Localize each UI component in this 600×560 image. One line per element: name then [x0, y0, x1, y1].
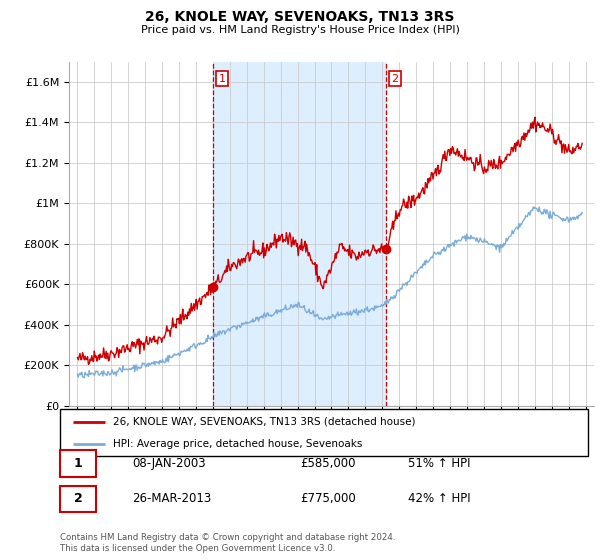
Text: 51% ↑ HPI: 51% ↑ HPI [408, 457, 470, 470]
Text: HPI: Average price, detached house, Sevenoaks: HPI: Average price, detached house, Seve… [113, 438, 362, 449]
Text: 42% ↑ HPI: 42% ↑ HPI [408, 492, 470, 506]
Text: 1: 1 [218, 74, 226, 83]
Text: Contains HM Land Registry data © Crown copyright and database right 2024.
This d: Contains HM Land Registry data © Crown c… [60, 533, 395, 553]
Text: 2: 2 [74, 492, 82, 506]
Text: 2: 2 [391, 74, 398, 83]
Text: £775,000: £775,000 [300, 492, 356, 506]
Text: 08-JAN-2003: 08-JAN-2003 [132, 457, 206, 470]
Text: Price paid vs. HM Land Registry's House Price Index (HPI): Price paid vs. HM Land Registry's House … [140, 25, 460, 35]
Text: 1: 1 [74, 457, 82, 470]
Bar [214, 62, 386, 406]
Text: 26, KNOLE WAY, SEVENOAKS, TN13 3RS (detached house): 26, KNOLE WAY, SEVENOAKS, TN13 3RS (deta… [113, 417, 415, 427]
Text: 26-MAR-2013: 26-MAR-2013 [132, 492, 211, 506]
Text: 26, KNOLE WAY, SEVENOAKS, TN13 3RS: 26, KNOLE WAY, SEVENOAKS, TN13 3RS [145, 10, 455, 24]
Text: £585,000: £585,000 [300, 457, 355, 470]
